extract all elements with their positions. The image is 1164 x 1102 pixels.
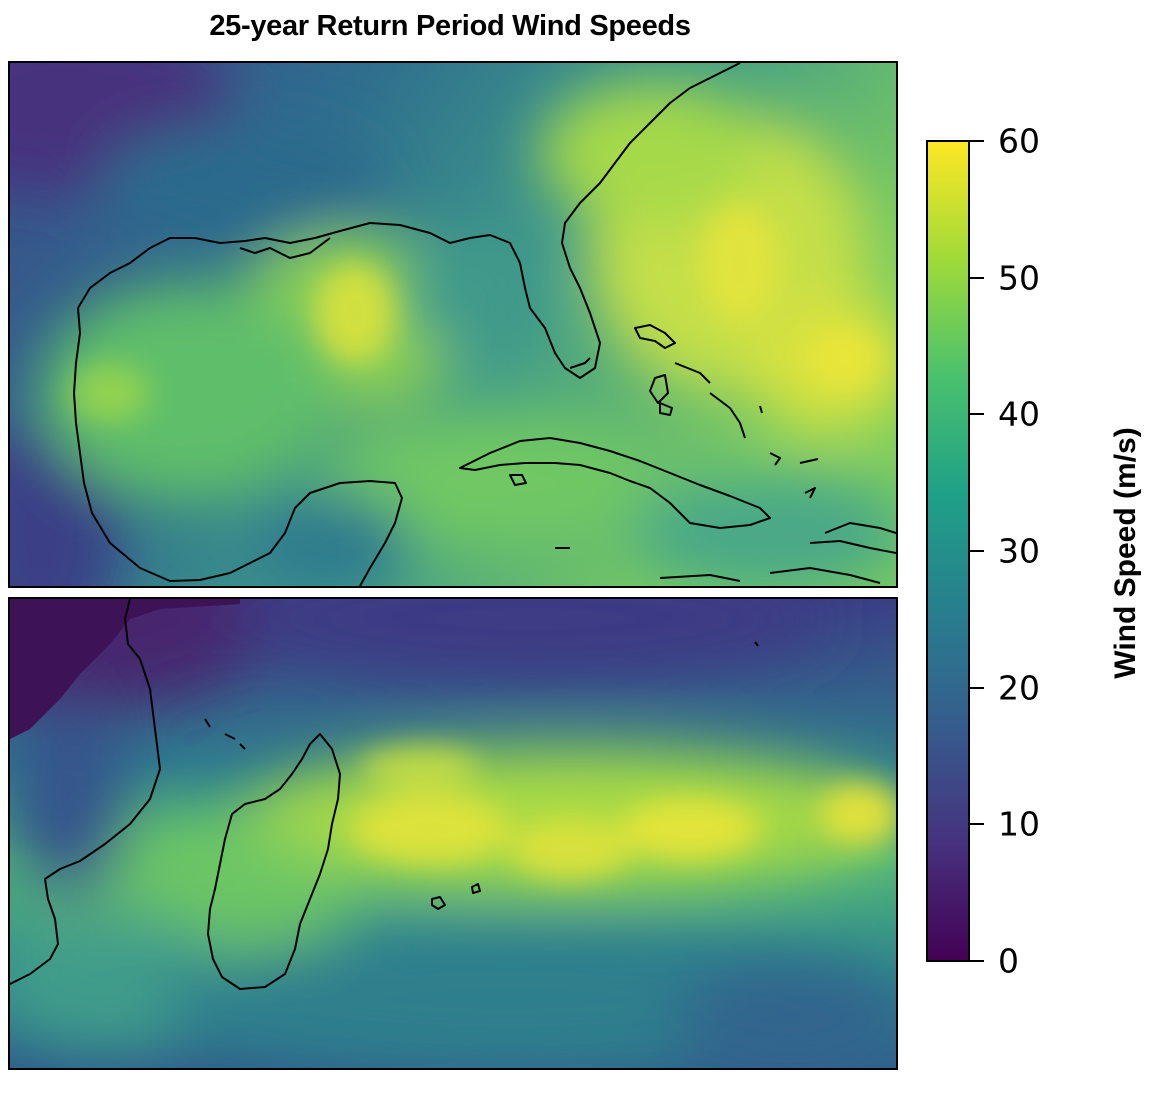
colorbar-tick: [970, 686, 984, 689]
coastline-bottom: [10, 599, 759, 990]
colorbar-tick-label: 50: [998, 258, 1040, 298]
map-panel-gulf-of-mexico: [8, 61, 898, 588]
map-title: 25-year Return Period Wind Speeds: [209, 10, 691, 42]
colorbar-tick: [970, 413, 984, 416]
colorbar-gradient: [926, 140, 970, 962]
colorbar-tick-label: 30: [998, 531, 1040, 571]
colorbar-tick: [970, 140, 984, 142]
colorbar-tick: [970, 823, 984, 826]
colorbar-label: Wind Speed (m/s): [1109, 427, 1142, 679]
wind-field-map-top: [10, 63, 896, 586]
map-panel-indian-ocean: [8, 597, 898, 1070]
colorbar-tick: [970, 276, 984, 279]
colorbar-tick: [970, 550, 984, 552]
wind-field-map-bottom: [10, 599, 896, 1068]
colorbar: 0 10 20 30 40 50 60: [926, 125, 1040, 978]
colorbar-tick-label: 40: [998, 394, 1040, 434]
coastline-top: [73, 63, 896, 586]
colorbar-tick-label: 20: [998, 668, 1040, 708]
colorbar-tick-label: 0: [998, 941, 1019, 981]
colorbar-tick-label: 10: [998, 804, 1040, 844]
colorbar-tick: [970, 960, 984, 962]
colorbar-tick-label: 60: [998, 121, 1040, 161]
